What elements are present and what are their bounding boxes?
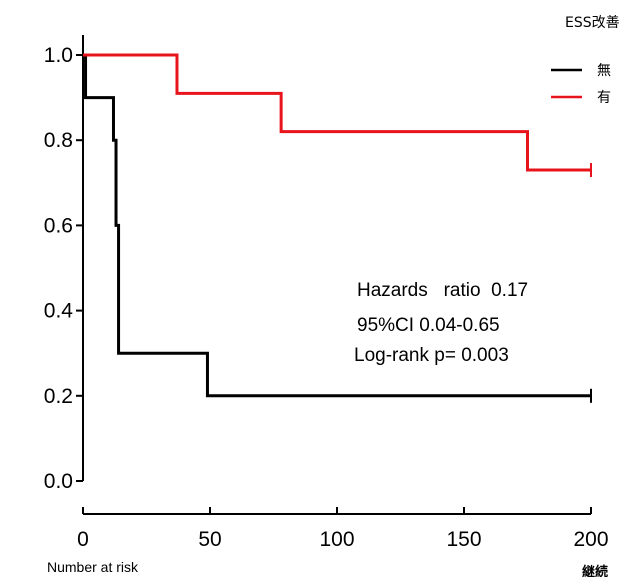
x-tick-label: 200 xyxy=(573,528,608,551)
x-ticks: 0 50 100 150 200 xyxy=(77,507,609,551)
annotation-logrank: Log-rank p= 0.003 xyxy=(354,345,509,366)
series-line-none xyxy=(83,53,591,398)
series-line-yes xyxy=(83,53,591,172)
series-group xyxy=(83,53,592,403)
legend-title: ESS改善 xyxy=(565,15,619,31)
y-tick-label: 0.8 xyxy=(44,129,73,152)
annotation-hazard-ratio: Hazards ratio 0.17 xyxy=(357,280,528,301)
y-tick-label: 0.4 xyxy=(44,300,74,323)
x-tick-label: 50 xyxy=(198,528,221,551)
y-ticks: 0.0 0.2 0.4 0.6 0.8 1.0 xyxy=(44,44,83,493)
annotation-block: Hazards ratio 0.17 95%CI 0.04-0.65 Log-r… xyxy=(354,280,528,366)
legend: ESS改善 無 有 xyxy=(551,15,619,106)
y-tick-label: 0.0 xyxy=(44,470,73,493)
legend-label-none: 無 xyxy=(597,63,611,79)
risk-table-label: Number at risk xyxy=(47,559,139,575)
axes xyxy=(82,35,591,515)
annotation-ci: 95%CI 0.04-0.65 xyxy=(357,315,500,336)
x-tick-label: 150 xyxy=(446,528,481,551)
y-tick-label: 0.2 xyxy=(44,385,73,408)
legend-label-yes: 有 xyxy=(597,90,611,106)
x-tick-label: 100 xyxy=(319,528,354,551)
cut-off-note: 継続 xyxy=(582,564,608,577)
y-tick-label: 0.6 xyxy=(44,214,73,237)
y-tick-label: 1.0 xyxy=(44,44,73,67)
x-tick-label: 0 xyxy=(77,528,89,551)
